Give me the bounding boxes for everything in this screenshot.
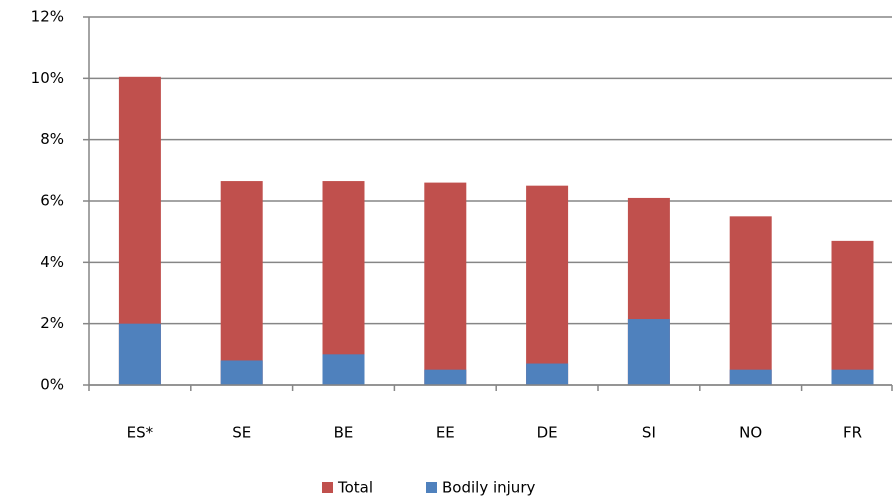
bar [322, 354, 365, 385]
bar [729, 216, 772, 385]
y-tick-label: 0% [40, 376, 64, 394]
x-tick-label: ES* [127, 424, 154, 442]
x-tick-label: FR [843, 424, 862, 442]
legend-swatch [426, 482, 437, 493]
bar [322, 181, 365, 385]
bar [220, 360, 263, 385]
x-tick-label: SE [232, 424, 251, 442]
x-tick-label: EE [436, 424, 455, 442]
bar [729, 369, 772, 385]
y-tick-label: 4% [40, 253, 64, 271]
legend-swatch [322, 482, 333, 493]
x-tick-label: BE [334, 424, 354, 442]
legend-label: Bodily injury [442, 479, 535, 497]
bar [831, 369, 874, 385]
y-tick-label: 12% [31, 8, 64, 26]
bar [526, 185, 569, 385]
y-tick-label: 2% [40, 314, 64, 332]
legend-label: Total [337, 479, 373, 497]
bar [424, 369, 467, 385]
bar [627, 319, 670, 385]
bar [424, 182, 467, 385]
y-tick-label: 6% [40, 192, 64, 210]
bar [220, 181, 263, 385]
x-tick-label: DE [537, 424, 558, 442]
x-tick-label: SI [642, 424, 656, 442]
bar [831, 240, 874, 385]
y-tick-label: 10% [31, 69, 64, 87]
x-tick-label: NO [739, 424, 762, 442]
bar [526, 363, 569, 385]
y-tick-label: 8% [40, 130, 64, 148]
bar [118, 323, 161, 385]
